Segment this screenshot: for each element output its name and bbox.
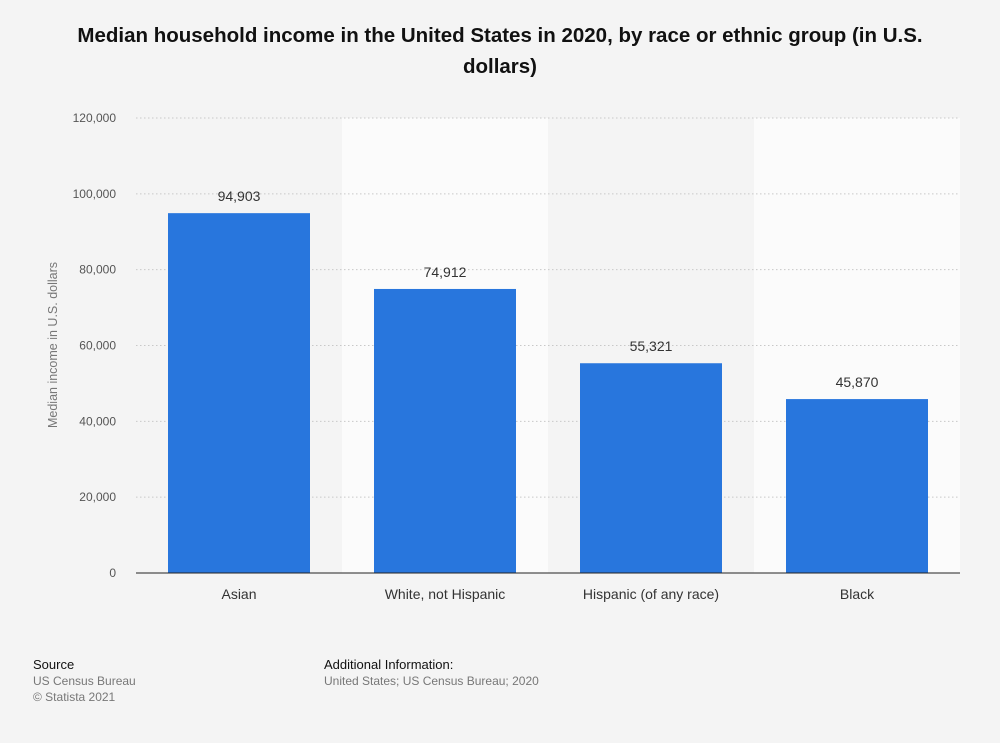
source-heading: Source <box>33 657 75 672</box>
bar-1 <box>374 288 516 573</box>
y-tick-label: 120,000 <box>73 111 117 125</box>
data-label-2: 55,321 <box>630 338 673 354</box>
source-line: US Census Bureau <box>33 674 136 688</box>
additional-info-heading: Additional Information: <box>324 657 454 672</box>
y-tick-label: 80,000 <box>79 263 116 277</box>
data-labels: 94,903 74,912 55,321 45,870 <box>218 188 879 390</box>
x-tick-label-3: Black <box>840 586 875 602</box>
x-axis-ticks: Asian White, not Hispanic Hispanic (of any… <box>221 586 875 602</box>
footer-additional-info: Additional Information: United States; U… <box>324 657 539 689</box>
bars <box>168 213 928 573</box>
y-tick-label: 60,000 <box>79 339 116 353</box>
additional-info-text: United States; US Census Bureau; 2020 <box>324 674 539 688</box>
data-label-3: 45,870 <box>836 374 879 390</box>
bar-2 <box>580 363 722 573</box>
y-tick-label: 0 <box>109 566 116 580</box>
bar-0 <box>168 213 310 573</box>
y-tick-label: 40,000 <box>79 414 116 428</box>
copyright-line: © Statista 2021 <box>33 690 116 704</box>
chart-title: Median household income in the United St… <box>77 24 923 78</box>
y-tick-label: 100,000 <box>73 187 117 201</box>
bar-3 <box>786 399 928 573</box>
y-axis-ticks: 0 20,000 40,000 60,000 80,000 100,000 120,000 <box>73 111 117 580</box>
footer-source: Source US Census Bureau © Statista 2021 <box>33 657 136 705</box>
data-label-0: 94,903 <box>218 188 261 204</box>
y-axis-label: Median income in U.S. dollars <box>46 262 60 428</box>
x-tick-label-1: White, not Hispanic <box>385 586 506 602</box>
x-tick-label-2: Hispanic (of any race) <box>583 586 719 602</box>
data-label-1: 74,912 <box>424 264 467 280</box>
x-tick-label-0: Asian <box>221 586 256 602</box>
y-tick-label: 20,000 <box>79 490 116 504</box>
